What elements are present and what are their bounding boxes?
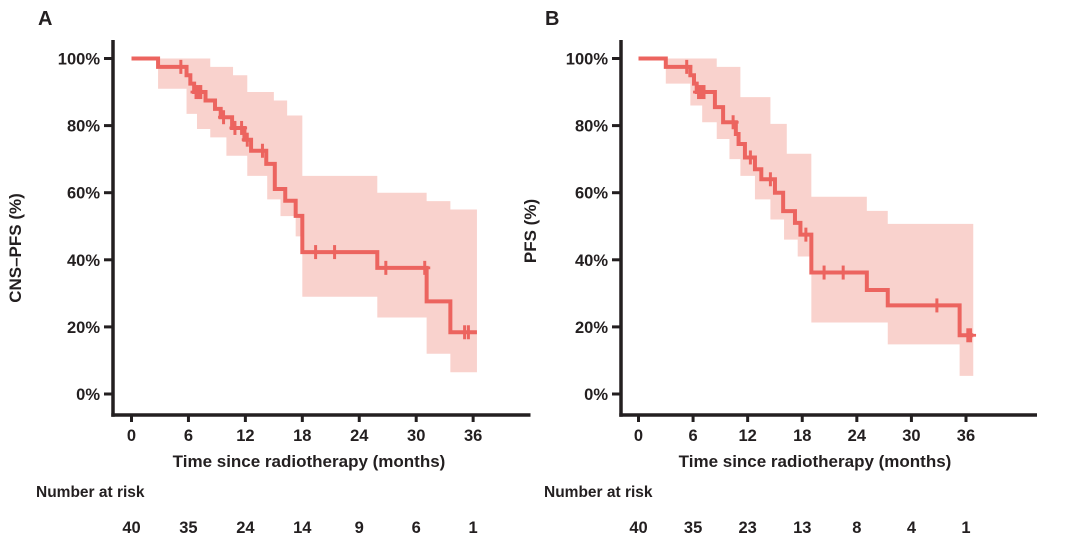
risk-count: 23 <box>738 519 756 537</box>
risk-count: 35 <box>684 519 702 537</box>
x-tick-label: 6 <box>688 427 697 445</box>
panel-b-number-at-risk-label: Number at risk <box>544 484 653 501</box>
y-tick-label: 20% <box>67 319 100 337</box>
y-tick-label: 0% <box>76 386 100 404</box>
risk-count: 1 <box>469 519 478 537</box>
y-tick-label: 100% <box>566 51 609 69</box>
risk-count: 40 <box>629 519 647 537</box>
y-tick-label: 60% <box>67 185 100 203</box>
x-tick-label: 12 <box>236 427 254 445</box>
risk-count: 24 <box>236 519 255 537</box>
panel-a-number-at-risk-label: Number at risk <box>36 484 145 501</box>
risk-count: 35 <box>179 519 197 537</box>
risk-count: 1 <box>961 519 970 537</box>
risk-count: 14 <box>293 519 312 537</box>
x-tick-label: 30 <box>407 427 425 445</box>
x-tick-label: 18 <box>293 427 311 445</box>
confidence-band <box>665 58 974 376</box>
x-tick-label: 0 <box>127 427 136 445</box>
y-tick-label: 60% <box>575 185 608 203</box>
x-tick-label: 36 <box>464 427 482 445</box>
y-tick-label: 40% <box>575 252 608 270</box>
panel-a-x-axis-title: Time since radiotherapy (months) <box>172 452 446 471</box>
x-tick-label: 30 <box>902 427 920 445</box>
risk-count: 9 <box>355 519 364 537</box>
y-tick-label: 0% <box>584 386 608 404</box>
x-tick-label: 24 <box>848 427 867 445</box>
risk-count: 8 <box>852 519 861 537</box>
confidence-band <box>158 58 477 373</box>
panel-b-label: B <box>545 8 560 30</box>
risk-count: 6 <box>412 519 421 537</box>
x-tick-label: 18 <box>793 427 811 445</box>
risk-count: 13 <box>793 519 811 537</box>
y-tick-label: 20% <box>575 319 608 337</box>
x-tick-label: 6 <box>184 427 193 445</box>
y-tick-label: 80% <box>575 118 608 136</box>
x-tick-label: 36 <box>957 427 975 445</box>
x-tick-label: 12 <box>738 427 756 445</box>
panel-b-x-axis-title: Time since radiotherapy (months) <box>678 452 952 471</box>
y-tick-label: 100% <box>58 51 101 69</box>
risk-count: 4 <box>907 519 917 537</box>
x-tick-label: 0 <box>634 427 643 445</box>
x-tick-label: 24 <box>350 427 369 445</box>
panel-a-label: A <box>38 8 53 30</box>
y-tick-label: 80% <box>67 118 100 136</box>
risk-count: 40 <box>122 519 140 537</box>
y-tick-label: 40% <box>67 252 100 270</box>
